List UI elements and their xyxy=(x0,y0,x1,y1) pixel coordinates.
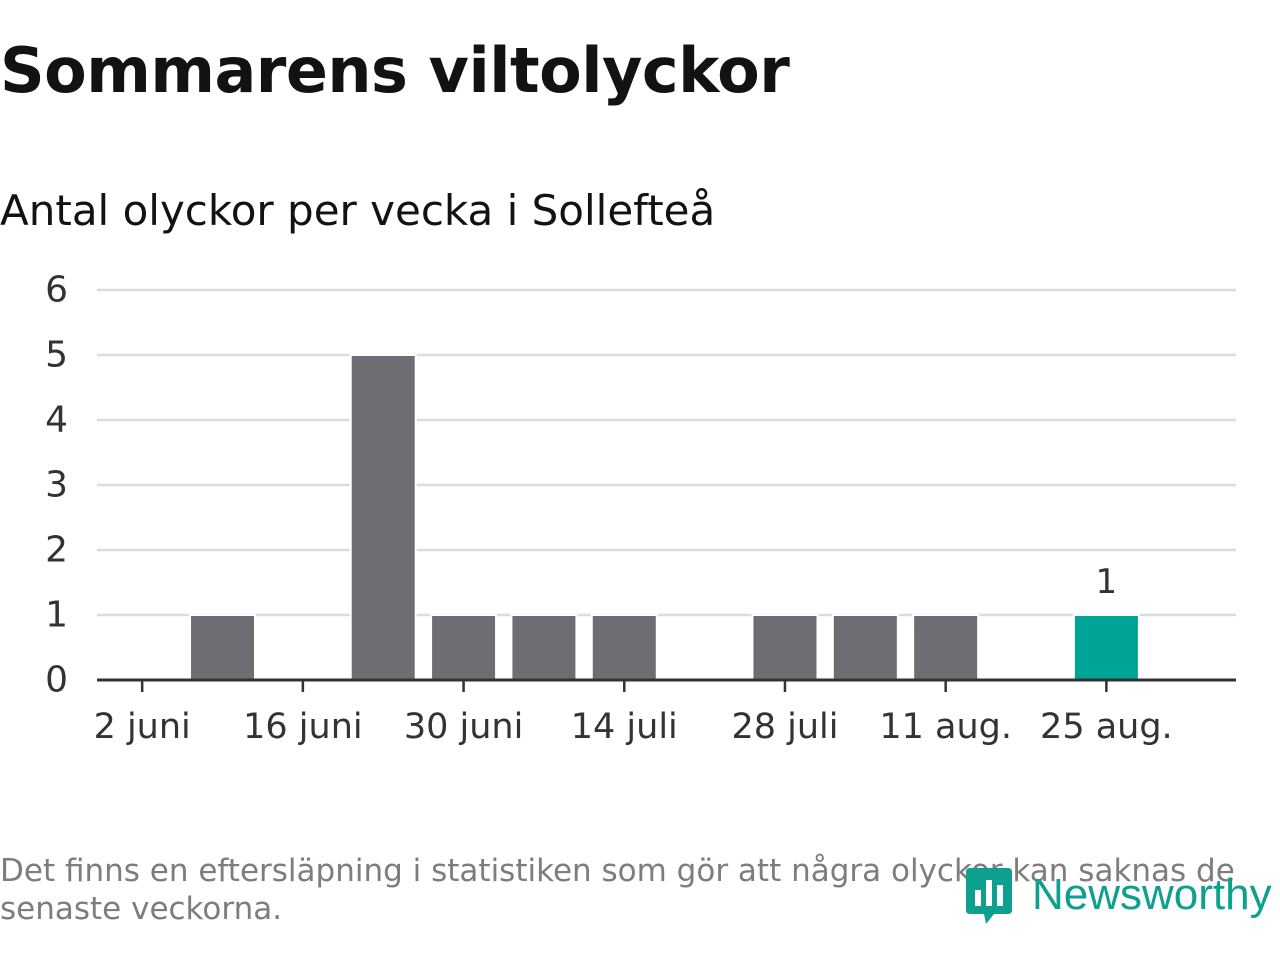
bar xyxy=(430,614,498,681)
x-tick-label: 30 juni xyxy=(404,707,523,747)
newsworthy-logo-icon xyxy=(966,868,1012,924)
bar xyxy=(1072,614,1140,681)
x-tick-label: 28 juli xyxy=(731,707,838,747)
newsworthy-logo: Newsworthy xyxy=(964,862,1272,928)
bar xyxy=(510,614,578,681)
bar xyxy=(831,614,899,681)
x-tick-label: 25 aug. xyxy=(1040,707,1173,747)
x-tick-label: 2 juni xyxy=(94,707,191,747)
labels: 0 1 2 3 4 5 6 1 2 juni 16 juni 30 juni 14 juli 28 ju… xyxy=(45,270,1173,748)
y-tick-label: 6 xyxy=(45,270,68,311)
bars xyxy=(189,354,1140,681)
x-tick-label: 11 aug. xyxy=(879,707,1012,747)
footnote: Det finns en eftersläpning i statistiken… xyxy=(0,853,1235,927)
bar xyxy=(590,614,658,681)
y-tick-label: 1 xyxy=(45,595,68,636)
x-tick-label: 14 juli xyxy=(571,707,678,747)
y-tick-label: 3 xyxy=(45,465,68,506)
y-tick-label: 0 xyxy=(45,660,68,701)
x-tick-label: 16 juni xyxy=(243,707,362,747)
bar-chart: 0 1 2 3 4 5 6 1 2 juni 16 juni 30 juni 14 juli 28 ju… xyxy=(45,270,1236,748)
gridlines xyxy=(97,288,1236,617)
y-tick-label: 2 xyxy=(45,530,68,571)
bar xyxy=(751,614,819,681)
data-label: 1 xyxy=(1096,562,1118,602)
y-tick-label: 5 xyxy=(45,335,68,376)
y-tick-label: 4 xyxy=(45,400,68,441)
bar xyxy=(349,354,417,681)
bar xyxy=(189,614,257,681)
axes xyxy=(97,678,1236,692)
chart-title: Sommarens viltolyckor xyxy=(0,34,790,107)
bar xyxy=(912,614,980,681)
newsworthy-logo-text: Newsworthy xyxy=(1032,870,1272,919)
chart-subtitle: Antal olyckor per vecka i Sollefteå xyxy=(0,186,716,235)
